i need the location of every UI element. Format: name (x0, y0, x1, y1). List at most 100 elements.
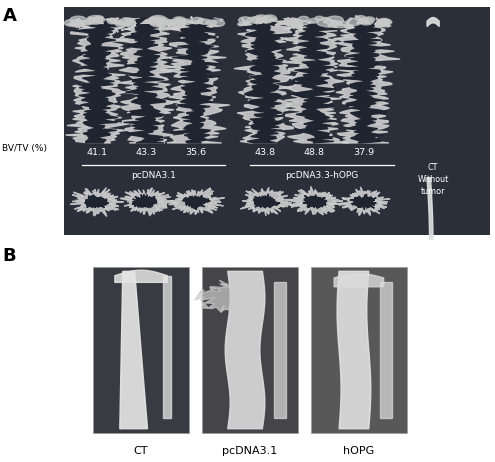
Text: 43.8: 43.8 (254, 148, 275, 157)
Circle shape (205, 20, 216, 25)
Circle shape (123, 20, 136, 26)
Circle shape (355, 16, 366, 21)
Polygon shape (333, 16, 400, 143)
Text: 41.1: 41.1 (86, 148, 107, 157)
Polygon shape (291, 18, 340, 143)
Polygon shape (380, 282, 392, 418)
Polygon shape (234, 18, 294, 143)
Polygon shape (427, 18, 439, 26)
Circle shape (247, 17, 259, 23)
Polygon shape (241, 188, 294, 216)
Circle shape (107, 19, 117, 24)
Polygon shape (115, 270, 167, 282)
Circle shape (335, 21, 348, 28)
Circle shape (171, 20, 183, 26)
Circle shape (376, 19, 388, 25)
Polygon shape (225, 271, 265, 429)
Polygon shape (334, 274, 384, 287)
Polygon shape (334, 18, 387, 143)
Text: CT: CT (134, 446, 148, 456)
Polygon shape (253, 194, 280, 208)
Polygon shape (169, 18, 222, 143)
Polygon shape (85, 195, 108, 208)
Circle shape (238, 23, 244, 26)
Polygon shape (120, 271, 148, 429)
Circle shape (380, 19, 388, 23)
Text: pcDNA3.1: pcDNA3.1 (131, 170, 176, 180)
Circle shape (169, 20, 183, 27)
Circle shape (277, 21, 284, 24)
Polygon shape (182, 195, 210, 210)
Polygon shape (282, 186, 343, 215)
Circle shape (199, 19, 210, 24)
Circle shape (157, 18, 169, 24)
Circle shape (64, 20, 78, 26)
Circle shape (255, 15, 267, 21)
Text: 43.3: 43.3 (136, 148, 156, 157)
Circle shape (326, 16, 344, 24)
Text: 37.9: 37.9 (353, 148, 374, 157)
Circle shape (322, 18, 329, 20)
Circle shape (300, 20, 309, 25)
Circle shape (271, 18, 277, 21)
Text: pcDNA3.1: pcDNA3.1 (222, 446, 278, 456)
Circle shape (359, 18, 373, 25)
Circle shape (239, 17, 252, 24)
Text: A: A (2, 7, 16, 25)
Polygon shape (115, 18, 175, 143)
Circle shape (284, 18, 298, 25)
Circle shape (181, 19, 192, 24)
Circle shape (150, 18, 167, 27)
Circle shape (346, 18, 361, 25)
Circle shape (117, 22, 123, 24)
Polygon shape (120, 188, 179, 216)
Circle shape (211, 20, 225, 26)
Circle shape (156, 20, 163, 24)
Bar (64, 7, 490, 236)
Circle shape (149, 18, 157, 21)
Polygon shape (132, 195, 157, 208)
Text: BV/TV (%): BV/TV (%) (2, 145, 48, 153)
Circle shape (96, 16, 103, 20)
Circle shape (263, 17, 273, 21)
Polygon shape (160, 16, 230, 143)
Polygon shape (163, 276, 171, 418)
Circle shape (77, 20, 87, 25)
Circle shape (359, 18, 368, 23)
Circle shape (149, 15, 166, 24)
Circle shape (257, 18, 266, 23)
Text: CT
Without
tumor: CT Without tumor (417, 164, 449, 196)
Circle shape (193, 21, 199, 24)
Circle shape (334, 22, 342, 25)
Circle shape (376, 20, 389, 26)
Polygon shape (73, 18, 124, 143)
Circle shape (70, 21, 82, 27)
Circle shape (332, 21, 339, 25)
Circle shape (287, 21, 294, 25)
Polygon shape (282, 18, 349, 143)
Circle shape (317, 18, 334, 26)
Circle shape (315, 16, 324, 20)
Circle shape (381, 22, 389, 26)
Text: 48.8: 48.8 (304, 148, 325, 157)
Text: hOPG: hOPG (343, 446, 375, 456)
Polygon shape (274, 282, 286, 418)
Polygon shape (123, 18, 166, 143)
Text: pcDNA3.3-hOPG: pcDNA3.3-hOPG (285, 170, 358, 180)
Bar (202, 267, 298, 433)
Text: 35.6: 35.6 (185, 148, 206, 157)
Circle shape (92, 18, 103, 23)
Circle shape (251, 16, 264, 22)
Polygon shape (65, 17, 129, 143)
Polygon shape (350, 194, 376, 210)
Circle shape (298, 16, 309, 21)
Circle shape (70, 16, 87, 24)
Circle shape (286, 18, 303, 27)
Circle shape (192, 18, 202, 22)
Circle shape (378, 18, 391, 24)
Circle shape (87, 16, 104, 24)
Polygon shape (70, 188, 124, 217)
Circle shape (198, 18, 204, 21)
Circle shape (167, 20, 175, 24)
Circle shape (177, 19, 188, 24)
